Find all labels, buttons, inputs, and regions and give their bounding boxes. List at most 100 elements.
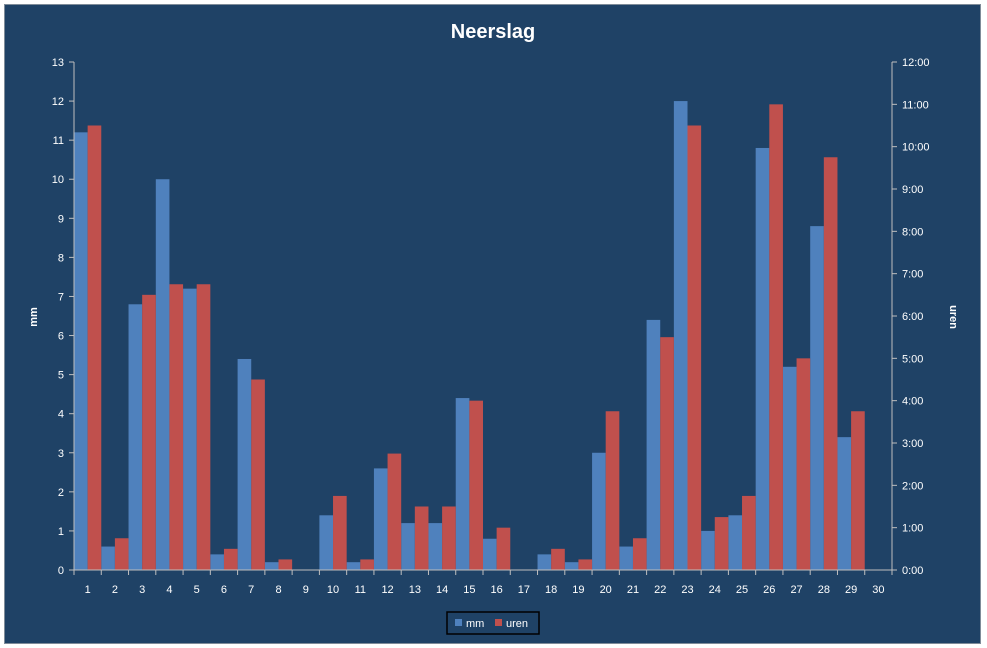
x-tick-label: 24 (709, 584, 721, 596)
y-tick-label-left: 0 (58, 565, 64, 577)
y-tick-label-left: 3 (58, 448, 64, 460)
y-tick-label-right: 0:00 (902, 565, 923, 577)
bar-uren-1 (87, 125, 102, 570)
bar-mm-22 (646, 319, 661, 570)
x-tick-label: 4 (166, 584, 172, 596)
y-axis-label-right: uren (947, 305, 959, 329)
x-tick-label: 19 (572, 584, 584, 596)
x-tick-label: 9 (303, 584, 309, 596)
y-tick-label-left: 4 (58, 409, 64, 421)
bar-uren-11 (360, 559, 374, 570)
x-tick-label: 14 (436, 584, 448, 596)
y-tick-label-right: 8:00 (902, 226, 923, 238)
y-tick-label-right: 10:00 (902, 142, 930, 154)
bar-uren-3 (142, 294, 156, 570)
y-tick-label-right: 12:00 (902, 57, 930, 69)
x-tick-label: 11 (355, 584, 366, 596)
y-tick-label-right: 2:00 (902, 480, 923, 492)
bar-mm-19 (564, 562, 579, 570)
bar-mm-5 (183, 288, 197, 570)
y-tick-label-left: 10 (52, 174, 64, 186)
y-tick-label-right: 11:00 (902, 99, 929, 111)
y-tick-label-left: 1 (58, 526, 64, 538)
y-tick-label-left: 9 (58, 213, 64, 225)
chart-svg: Neerslag 0123456789101112130:001:002:003… (28, 21, 959, 635)
x-tick-label: 20 (600, 584, 612, 596)
legend-swatch-mm (455, 619, 462, 626)
x-tick-label: 28 (818, 584, 830, 596)
bar-uren-15 (469, 400, 483, 570)
bar-uren-23 (687, 125, 702, 570)
x-tick-label: 27 (790, 584, 802, 596)
bar-mm-27 (782, 366, 797, 570)
y-axis-label-left: mm (28, 307, 40, 327)
bar-mm-15 (455, 398, 470, 570)
x-tick-label: 6 (221, 584, 227, 596)
bar-uren-13 (414, 506, 429, 570)
bar-uren-7 (251, 379, 265, 570)
y-tick-label-right: 5:00 (902, 353, 923, 365)
bar-uren-12 (387, 453, 402, 570)
bar-uren-4 (169, 284, 184, 570)
x-tick-label: 15 (463, 584, 475, 596)
bar-mm-29 (837, 437, 852, 570)
y-tick-label-left: 7 (58, 291, 64, 303)
axes-group: 0123456789101112130:001:002:003:004:005:… (52, 57, 930, 596)
x-tick-label: 17 (518, 584, 530, 596)
bar-uren-16 (496, 527, 511, 570)
bar-uren-28 (823, 157, 838, 570)
bars-group (74, 101, 865, 571)
x-tick-label: 3 (139, 584, 145, 596)
bar-mm-16 (483, 538, 497, 570)
legend: mm uren (446, 611, 540, 635)
y-tick-label-left: 2 (58, 487, 64, 499)
y-tick-label-left: 8 (58, 252, 64, 264)
y-tick-label-right: 4:00 (902, 396, 923, 408)
chart-area: Neerslag 0 1 2 3 4 5 6 7 8 9 10 11 12 13 0:00 1:00 2:00 3… (4, 4, 981, 644)
y-tick-label-left: 5 (58, 370, 64, 382)
bar-mm-10 (319, 515, 334, 570)
x-tick-label: 12 (381, 584, 393, 596)
y-tick-label-right: 3:00 (902, 438, 923, 450)
x-tick-label: 21 (627, 584, 639, 596)
bar-uren-18 (551, 548, 565, 570)
bar-uren-20 (605, 411, 620, 570)
bar-mm-6 (210, 554, 224, 570)
bar-uren-24 (714, 517, 729, 570)
bar-mm-20 (592, 452, 606, 570)
y-tick-label-right: 6:00 (902, 311, 923, 323)
y-tick-label-right: 9:00 (902, 184, 923, 196)
bar-mm-28 (810, 226, 824, 570)
y-tick-label-left: 12 (52, 96, 64, 108)
bar-mm-3 (128, 304, 143, 570)
bar-uren-25 (742, 495, 756, 570)
bar-uren-26 (769, 104, 783, 570)
x-tick-label: 22 (654, 584, 666, 596)
x-tick-label: 23 (681, 584, 693, 596)
bar-mm-11 (346, 562, 361, 570)
y-tick-label-left: 6 (58, 331, 64, 343)
y-tick-label-right: 1:00 (902, 523, 923, 535)
x-tick-label: 13 (409, 584, 421, 596)
legend-box (446, 611, 540, 635)
bar-mm-4 (155, 179, 170, 570)
bar-mm-23 (673, 101, 688, 571)
bar-mm-2 (101, 546, 115, 570)
bar-mm-1 (74, 132, 88, 570)
bar-mm-14 (428, 523, 443, 570)
bar-uren-14 (442, 506, 456, 570)
bar-uren-27 (796, 358, 811, 570)
bar-uren-6 (223, 548, 238, 570)
bar-mm-24 (701, 530, 715, 570)
bar-uren-2 (114, 538, 129, 570)
x-tick-label: 29 (845, 584, 857, 596)
x-tick-label: 5 (194, 584, 200, 596)
y-tick-label-left: 11 (53, 135, 64, 147)
y-tick-label-right: 7:00 (902, 269, 923, 281)
bar-mm-13 (401, 523, 415, 570)
bar-mm-12 (373, 468, 388, 570)
x-tick-label: 26 (763, 584, 775, 596)
x-tick-label: 10 (327, 584, 339, 596)
bar-uren-10 (333, 495, 347, 570)
bar-mm-7 (237, 358, 252, 570)
